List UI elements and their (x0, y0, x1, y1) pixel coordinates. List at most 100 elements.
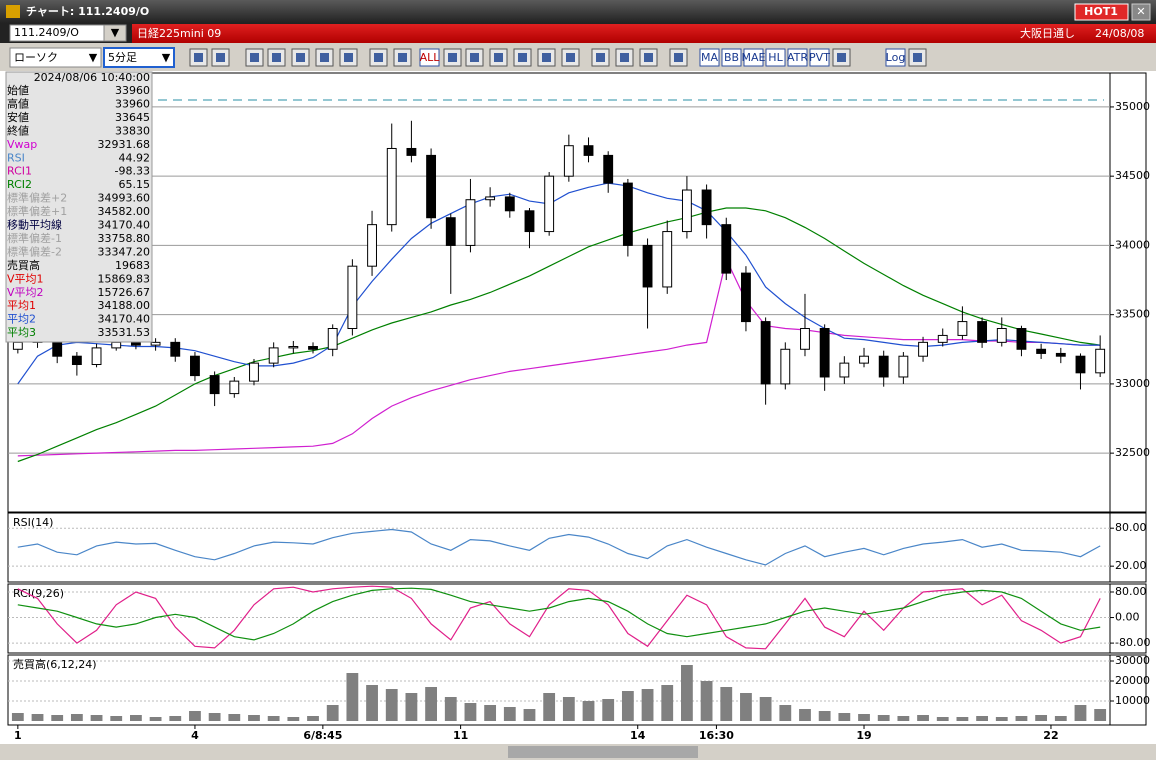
style-select[interactable] (9, 47, 102, 68)
info-label: V平均1 (7, 272, 44, 285)
info-label: 標準偏差-1 (7, 231, 62, 245)
info-label: 高値 (7, 96, 29, 110)
hot-label: HOT1 (1084, 5, 1118, 18)
volume-bar (995, 717, 1008, 721)
volume-bar (425, 687, 437, 721)
dropdown-arrow: ▼ (89, 51, 98, 64)
candle-body (445, 217, 456, 246)
panel-title: 売買高(6,12,24) (13, 657, 97, 671)
candle-body (622, 182, 633, 246)
info-value: 19683 (115, 259, 150, 272)
volume-bar (621, 691, 634, 721)
symbol-dropdown[interactable] (103, 24, 127, 42)
x-tick-label: 1 (14, 729, 22, 742)
app-icon (6, 5, 20, 18)
volume-bar (464, 703, 477, 721)
scroll-thumb[interactable] (508, 746, 698, 758)
info-label: 始値 (7, 83, 29, 97)
candle-body (111, 341, 122, 349)
y-tick-label: 35000 (1115, 100, 1150, 113)
candle-body (898, 355, 909, 378)
volume-bar (936, 717, 949, 721)
volume-bar (307, 716, 319, 721)
close-button[interactable] (1131, 3, 1151, 21)
volume-bar (484, 705, 497, 721)
candle-body (937, 334, 948, 343)
toolbar-icon[interactable] (885, 48, 906, 67)
dropdown-arrow: ▼ (111, 26, 120, 39)
x-tick-label: 6/8:45 (303, 729, 342, 742)
toolbar-icon[interactable] (787, 48, 808, 67)
hot-button[interactable] (1074, 3, 1129, 21)
series-line (17, 585, 1101, 650)
candle-body (603, 154, 614, 184)
volume-bar (346, 673, 359, 721)
toolbar-glyph (644, 53, 653, 62)
volume-bar (444, 697, 457, 721)
toolbar-glyph (194, 53, 203, 62)
series-line (17, 587, 1101, 641)
info-timestamp: 2024/08/06 10:40:00 (34, 71, 150, 84)
info-label: RCI1 (7, 165, 32, 178)
info-value: 33347.20 (98, 245, 151, 258)
x-tick-label: 19 (856, 729, 871, 742)
info-value: -98.33 (115, 165, 150, 178)
info-label: RCI2 (7, 178, 32, 191)
candle-body (1095, 348, 1106, 374)
volume-bar (1035, 715, 1048, 721)
title-bar (0, 0, 1156, 23)
candle-body (308, 346, 318, 350)
toolbar-icon[interactable] (721, 48, 742, 67)
candle-body (485, 196, 496, 201)
candle-body (327, 328, 338, 350)
volume-bar (641, 689, 654, 721)
info-value: 15869.83 (98, 272, 151, 285)
toolbar-glyph (250, 53, 259, 62)
volume-bar (1074, 705, 1087, 721)
toolbar-glyph (344, 53, 353, 62)
volume-bar (228, 714, 241, 721)
interval-select[interactable] (103, 47, 175, 68)
volume-bar (543, 693, 556, 721)
volume-bar (208, 713, 221, 721)
candle-body (190, 355, 200, 377)
toolbar-glyph (494, 53, 503, 62)
info-label: 標準偏差-2 (7, 244, 62, 258)
toolbar-glyph (566, 53, 575, 62)
info-value: 34993.60 (98, 192, 151, 205)
volume-bar (759, 697, 772, 721)
toolbar-icon[interactable] (809, 48, 830, 67)
toolbar-icon[interactable] (419, 48, 440, 67)
candle-body (386, 147, 397, 226)
toolbar-glyph (398, 53, 407, 62)
info-label: Vwap (7, 138, 37, 151)
series-line (17, 207, 1101, 463)
candle-body (288, 346, 299, 349)
volume-bar (31, 714, 44, 721)
info-label: 平均2 (7, 313, 36, 326)
toolbar-icon-label: Log (886, 51, 906, 64)
toolbar-icon[interactable] (765, 48, 786, 67)
toolbar-icon-label: MA (701, 51, 718, 64)
toolbar-glyph (216, 53, 225, 62)
toolbar-icon[interactable] (743, 48, 764, 67)
instrument: 日経225mini 09 (137, 27, 221, 40)
toolbar-icon[interactable] (699, 48, 720, 67)
toolbar-glyph (674, 53, 683, 62)
volume-bar (1094, 709, 1107, 721)
volume-bar (366, 685, 378, 721)
candle-body (583, 145, 594, 156)
toolbar-icon-label: MAE (742, 51, 766, 64)
volume-bar (503, 707, 516, 721)
info-value: 33531.53 (98, 326, 151, 339)
volume-bar (189, 711, 201, 721)
y-tick-label: 33000 (1115, 377, 1150, 390)
x-tick-label: 22 (1043, 729, 1058, 742)
volume-bar (602, 699, 615, 721)
y-tick-label: 0.00 (1115, 611, 1140, 624)
y-tick-label: 20000 (1115, 674, 1150, 687)
info-value: 33960 (115, 84, 150, 97)
info-label: 売買高 (7, 258, 40, 272)
volume-bar (720, 687, 733, 721)
